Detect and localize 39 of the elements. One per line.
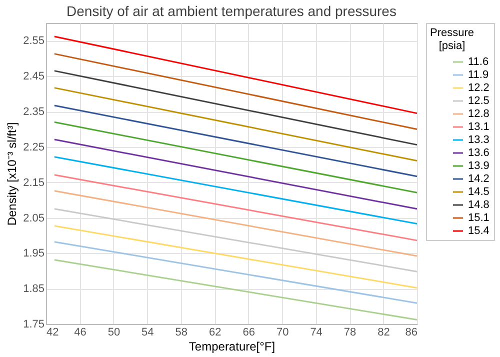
y-tick-label: 1.75 bbox=[23, 318, 44, 330]
legend-title: Pressure [psia] bbox=[430, 27, 474, 52]
legend-label: 13.9 bbox=[468, 160, 490, 172]
legend-label: 14.8 bbox=[468, 199, 490, 211]
legend-label: 13.6 bbox=[468, 147, 490, 159]
legend-label: 12.2 bbox=[468, 82, 490, 94]
x-tick-label: 46 bbox=[74, 326, 86, 338]
legend-label: 12.8 bbox=[468, 108, 490, 120]
y-tick-label: 2.45 bbox=[23, 70, 44, 83]
legend-label: 11.9 bbox=[468, 69, 489, 81]
legend-label: 15.4 bbox=[468, 225, 490, 237]
x-tick-label: 58 bbox=[175, 326, 188, 338]
y-tick-label: 2.15 bbox=[23, 176, 44, 189]
x-tick-label: 54 bbox=[142, 326, 154, 338]
x-tick-label: 78 bbox=[344, 326, 356, 338]
legend-label: 13.1 bbox=[468, 121, 490, 133]
x-tick-label: 74 bbox=[310, 326, 322, 338]
x-axis-title: Temperature[°F] bbox=[188, 340, 276, 354]
chart-title: Density of air at ambient temperatures and pressures bbox=[66, 3, 396, 19]
legend-label: 14.5 bbox=[468, 186, 490, 198]
y-tick-label: 2.35 bbox=[23, 106, 44, 118]
y-tick-label: 1.85 bbox=[23, 283, 44, 296]
legend-label: 12.5 bbox=[468, 95, 490, 107]
x-tick-label: 82 bbox=[378, 326, 390, 338]
legend-label: 14.2 bbox=[468, 173, 490, 185]
legend-label: 15.1 bbox=[468, 212, 490, 224]
legend-label: 11.6 bbox=[468, 56, 489, 68]
x-tick-label: 50 bbox=[108, 326, 120, 338]
x-tick-label: 42 bbox=[46, 326, 59, 338]
x-tick-label: 66 bbox=[242, 326, 255, 338]
x-tick-label: 86 bbox=[405, 326, 418, 338]
y-axis-title: Density [x10⁻³ sl/ft³] bbox=[5, 122, 20, 226]
y-tick-label: 2.05 bbox=[23, 212, 44, 224]
y-tick-label: 1.95 bbox=[23, 248, 44, 260]
x-tick-label: 70 bbox=[276, 326, 289, 338]
y-tick-label: 2.55 bbox=[23, 35, 44, 48]
y-tick-label: 2.25 bbox=[23, 141, 44, 154]
x-tick-label: 62 bbox=[209, 326, 222, 338]
legend-label: 13.3 bbox=[468, 134, 490, 146]
